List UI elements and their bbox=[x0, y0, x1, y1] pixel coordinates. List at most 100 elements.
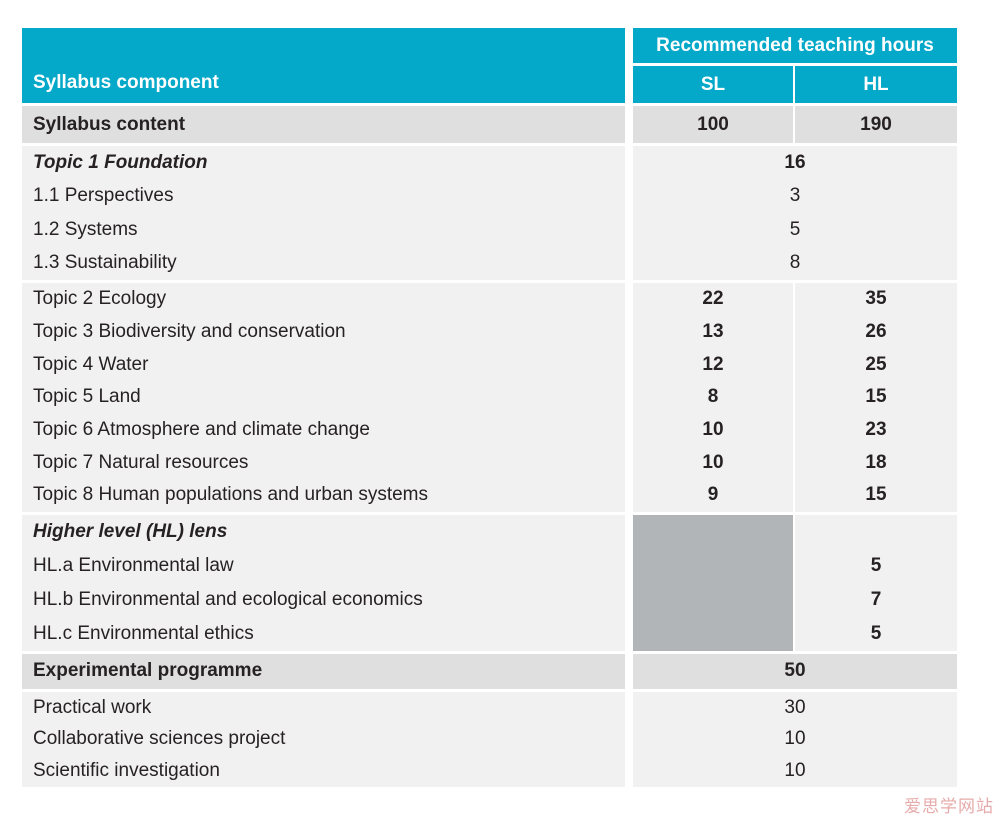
column-gap bbox=[625, 755, 633, 787]
column-gap bbox=[625, 653, 633, 689]
row-span-value: 5 bbox=[633, 213, 957, 247]
column-divider bbox=[793, 582, 795, 617]
row-label: Topic 5 Land bbox=[22, 381, 625, 414]
column-gap bbox=[625, 146, 633, 180]
row-hl-value: 5 bbox=[795, 548, 957, 583]
column-gap bbox=[625, 548, 633, 583]
summary-label: Experimental programme bbox=[22, 653, 625, 689]
syllabus-content-summary: Syllabus content 100 190 bbox=[22, 106, 957, 143]
column-gap bbox=[625, 246, 633, 280]
row-label: HL.b Environmental and ecological econom… bbox=[22, 582, 625, 617]
row-hl-value: 5 bbox=[795, 616, 957, 651]
table-row: HL.a Environmental law 5 bbox=[22, 548, 957, 583]
topic-1-foundation-section: Topic 1 Foundation 16 1.1 Perspectives 3 1.2… bbox=[22, 146, 957, 280]
column-divider bbox=[793, 616, 795, 651]
column-divider bbox=[793, 548, 795, 583]
row-hl-value: 35 bbox=[795, 283, 957, 316]
row-label: Topic 1 Foundation bbox=[22, 146, 625, 180]
summary-hl-value: 190 bbox=[795, 106, 957, 143]
column-divider bbox=[793, 283, 795, 316]
column-gap bbox=[625, 479, 633, 512]
row-span-value: 10 bbox=[633, 755, 957, 787]
column-divider bbox=[793, 106, 795, 143]
disabled-sl-cell bbox=[633, 514, 793, 549]
table-row: Topic 1 Foundation 16 bbox=[22, 146, 957, 180]
table-row: HL.c Environmental ethics 5 bbox=[22, 616, 957, 651]
row-label: Scientific investigation bbox=[22, 755, 625, 787]
column-gap bbox=[625, 723, 633, 756]
column-gap bbox=[625, 446, 633, 480]
row-span-value: 3 bbox=[633, 179, 957, 213]
column-gap bbox=[625, 179, 633, 213]
header-level-row: SL HL bbox=[633, 66, 957, 103]
table-row: HL.b Environmental and ecological econom… bbox=[22, 582, 957, 617]
table-row: Topic 8 Human populations and urban syst… bbox=[22, 479, 957, 512]
header-recommended-hours: Recommended teaching hours bbox=[633, 28, 957, 63]
table-row: 1.2 Systems 5 bbox=[22, 213, 957, 247]
row-sl-value: 12 bbox=[633, 348, 793, 382]
header-column-divider bbox=[793, 66, 795, 103]
row-label: Topic 6 Atmosphere and climate change bbox=[22, 413, 625, 447]
header-sl: SL bbox=[633, 66, 793, 103]
row-hl-value bbox=[795, 514, 957, 549]
row-span-value: 16 bbox=[633, 146, 957, 180]
row-hl-value: 15 bbox=[795, 479, 957, 512]
row-hl-value: 15 bbox=[795, 381, 957, 414]
row-hl-value: 18 bbox=[795, 446, 957, 480]
row-label: Topic 7 Natural resources bbox=[22, 446, 625, 480]
column-gap bbox=[625, 582, 633, 617]
table-row: 1.1 Perspectives 3 bbox=[22, 179, 957, 213]
table-row: Practical work 30 bbox=[22, 691, 957, 724]
header-hours-group: Recommended teaching hours SL HL bbox=[633, 28, 957, 103]
column-divider bbox=[793, 479, 795, 512]
hl-lens-section: Higher level (HL) lens HL.a Environmental… bbox=[22, 514, 957, 651]
site-watermark: 爱思学网站 bbox=[904, 797, 994, 816]
disabled-sl-cell bbox=[633, 582, 793, 617]
summary-span-value: 50 bbox=[633, 653, 957, 689]
row-label: Practical work bbox=[22, 691, 625, 724]
row-span-value: 30 bbox=[633, 691, 957, 724]
column-gap bbox=[625, 413, 633, 447]
syllabus-component-label: Syllabus component bbox=[33, 72, 219, 93]
row-sl-value: 8 bbox=[633, 381, 793, 414]
header-hl: HL bbox=[795, 66, 957, 103]
column-gap bbox=[625, 315, 633, 349]
row-hl-value: 7 bbox=[795, 582, 957, 617]
row-span-value: 8 bbox=[633, 246, 957, 280]
table-header: Syllabus component Recommended teaching … bbox=[22, 28, 957, 103]
row-label: Topic 3 Biodiversity and conservation bbox=[22, 315, 625, 349]
row-span-value: 10 bbox=[633, 723, 957, 756]
table-row: 1.3 Sustainability 8 bbox=[22, 246, 957, 280]
column-divider bbox=[793, 514, 795, 549]
row-label: HL.c Environmental ethics bbox=[22, 616, 625, 651]
summary-label: Syllabus content bbox=[22, 106, 625, 143]
disabled-sl-cell bbox=[633, 616, 793, 651]
column-divider bbox=[793, 413, 795, 447]
column-divider bbox=[793, 348, 795, 382]
row-label: HL.a Environmental law bbox=[22, 548, 625, 583]
column-divider bbox=[793, 446, 795, 480]
row-sl-value: 13 bbox=[633, 315, 793, 349]
column-gap bbox=[625, 616, 633, 651]
column-gap bbox=[625, 106, 633, 143]
disabled-sl-cell bbox=[633, 548, 793, 583]
row-label: Topic 4 Water bbox=[22, 348, 625, 382]
row-label: Topic 2 Ecology bbox=[22, 283, 625, 316]
row-label: 1.1 Perspectives bbox=[22, 179, 625, 213]
row-sl-value: 22 bbox=[633, 283, 793, 316]
row-sl-value: 10 bbox=[633, 446, 793, 480]
table-row: Topic 2 Ecology 22 35 bbox=[22, 283, 957, 316]
row-sl-value: 9 bbox=[633, 479, 793, 512]
column-divider bbox=[793, 315, 795, 349]
column-gap bbox=[625, 381, 633, 414]
row-label: Collaborative sciences project bbox=[22, 723, 625, 756]
table-row: Collaborative sciences project 10 bbox=[22, 723, 957, 756]
table-row: Scientific investigation 10 bbox=[22, 755, 957, 787]
row-hl-value: 26 bbox=[795, 315, 957, 349]
column-divider bbox=[793, 381, 795, 414]
row-label: Topic 8 Human populations and urban syst… bbox=[22, 479, 625, 512]
column-gap bbox=[625, 514, 633, 549]
row-label: 1.2 Systems bbox=[22, 213, 625, 247]
summary-sl-value: 100 bbox=[633, 106, 793, 143]
row-label: 1.3 Sustainability bbox=[22, 246, 625, 280]
